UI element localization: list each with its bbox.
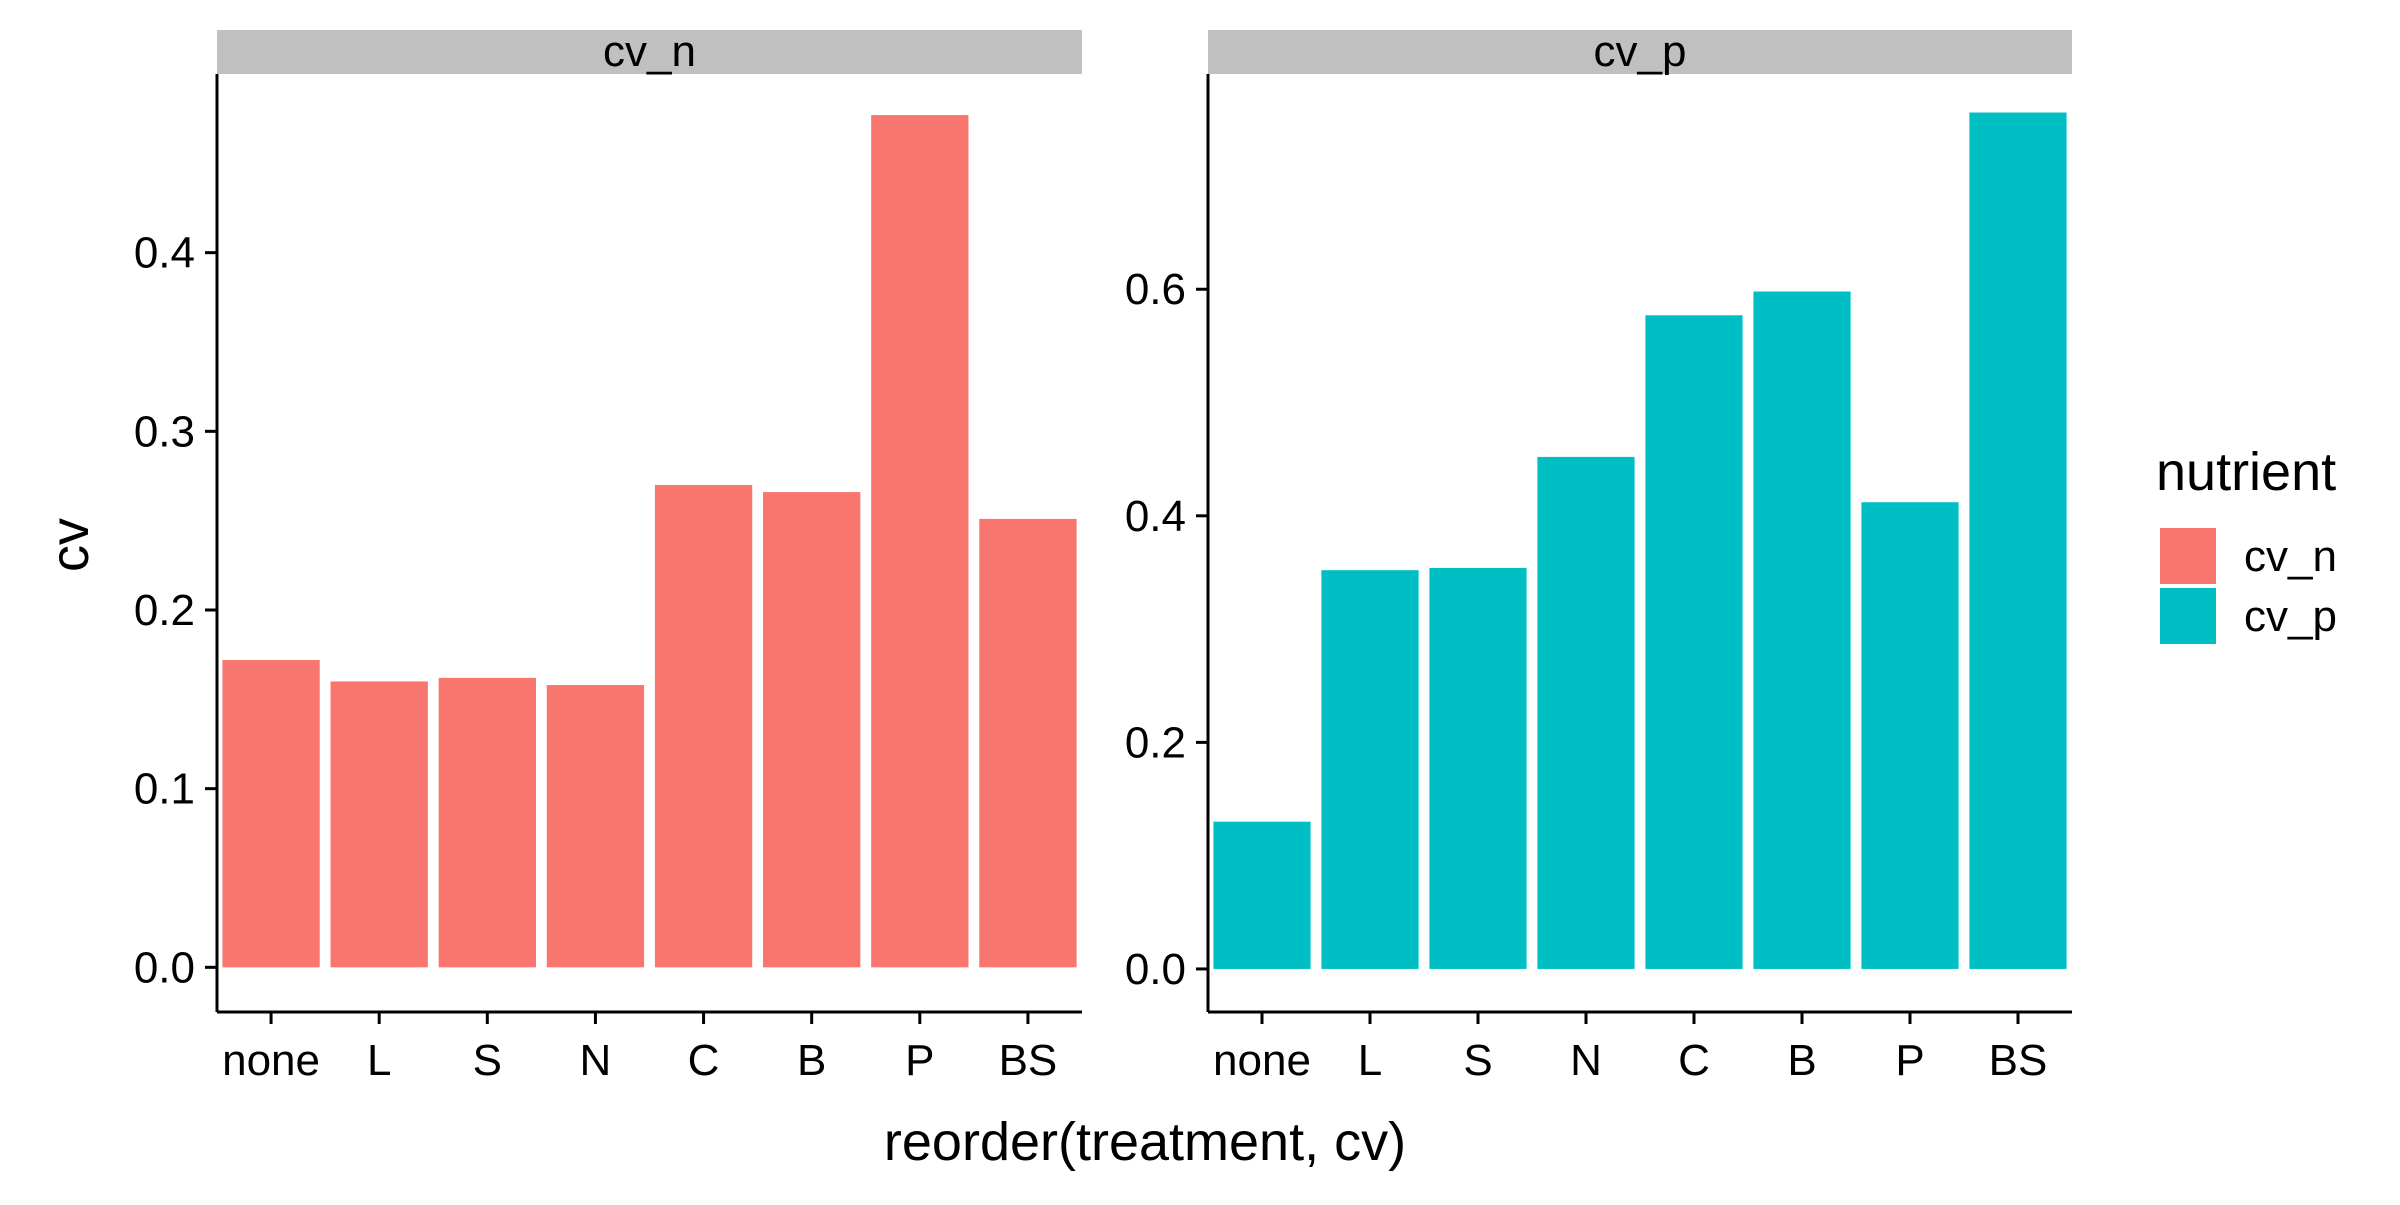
y-tick-label: 0.1 [134,765,195,814]
facet-strip-label: cv_n [603,27,696,76]
x-tick-label: N [580,1036,612,1085]
bar-cv_n-none [222,660,320,968]
bar-cv_n-S [438,677,536,968]
bar-cv_n-L [330,681,428,968]
y-tick-label: 0.0 [1125,945,1186,994]
x-tick-label: BS [1989,1036,2048,1085]
x-axis-title: reorder(treatment, cv) [884,1112,1406,1172]
x-tick-label: P [1895,1036,1924,1085]
x-tick-label: S [1463,1036,1492,1085]
bar-cv_n-B [763,492,861,968]
y-tick-label: 0.6 [1125,265,1186,314]
x-tick-label: C [688,1036,720,1085]
y-tick-label: 0.2 [1125,718,1186,767]
bar-cv_p-none [1213,821,1311,969]
x-tick-label: none [222,1036,320,1085]
y-tick-label: 0.4 [1125,492,1186,541]
bar-cv_p-C [1645,315,1743,969]
x-tick-label: S [473,1036,502,1085]
y-tick-label: 0.2 [134,586,195,635]
y-tick-label: 0.0 [134,943,195,992]
bar-cv_n-BS [979,518,1077,968]
x-tick-label: L [367,1036,391,1085]
x-tick-label: C [1678,1036,1710,1085]
x-tick-label: P [905,1036,934,1085]
legend-label-cv_n: cv_n [2244,532,2337,581]
x-tick-label: N [1570,1036,1602,1085]
bar-cv_p-P [1861,502,1959,969]
legend-swatch-cv_n [2160,528,2216,584]
x-tick-label: L [1358,1036,1382,1085]
bar-cv_p-N [1537,456,1635,969]
x-tick-label: BS [999,1036,1058,1085]
bar-cv_p-B [1753,291,1851,969]
bar-cv_p-BS [1969,112,2067,969]
facet-strip-label: cv_p [1594,27,1687,76]
y-tick-label: 0.3 [134,407,195,456]
x-tick-label: B [1787,1036,1816,1085]
legend-label-cv_p: cv_p [2244,592,2337,641]
legend-title: nutrient [2156,442,2336,502]
x-tick-label: B [797,1036,826,1085]
facet-strip [1208,30,2072,74]
legend-swatch-cv_p [2160,588,2216,644]
bar-cv_p-S [1429,567,1527,969]
y-tick-label: 0.4 [134,229,195,278]
bar-cv_n-C [654,484,753,968]
bar-cv_n-N [546,685,645,968]
bar-cv_n-P [871,115,969,968]
x-tick-label: none [1213,1036,1311,1085]
facet-strip [217,30,1082,74]
bar-cv_p-L [1321,570,1419,969]
y-axis-title: cv [40,518,100,572]
